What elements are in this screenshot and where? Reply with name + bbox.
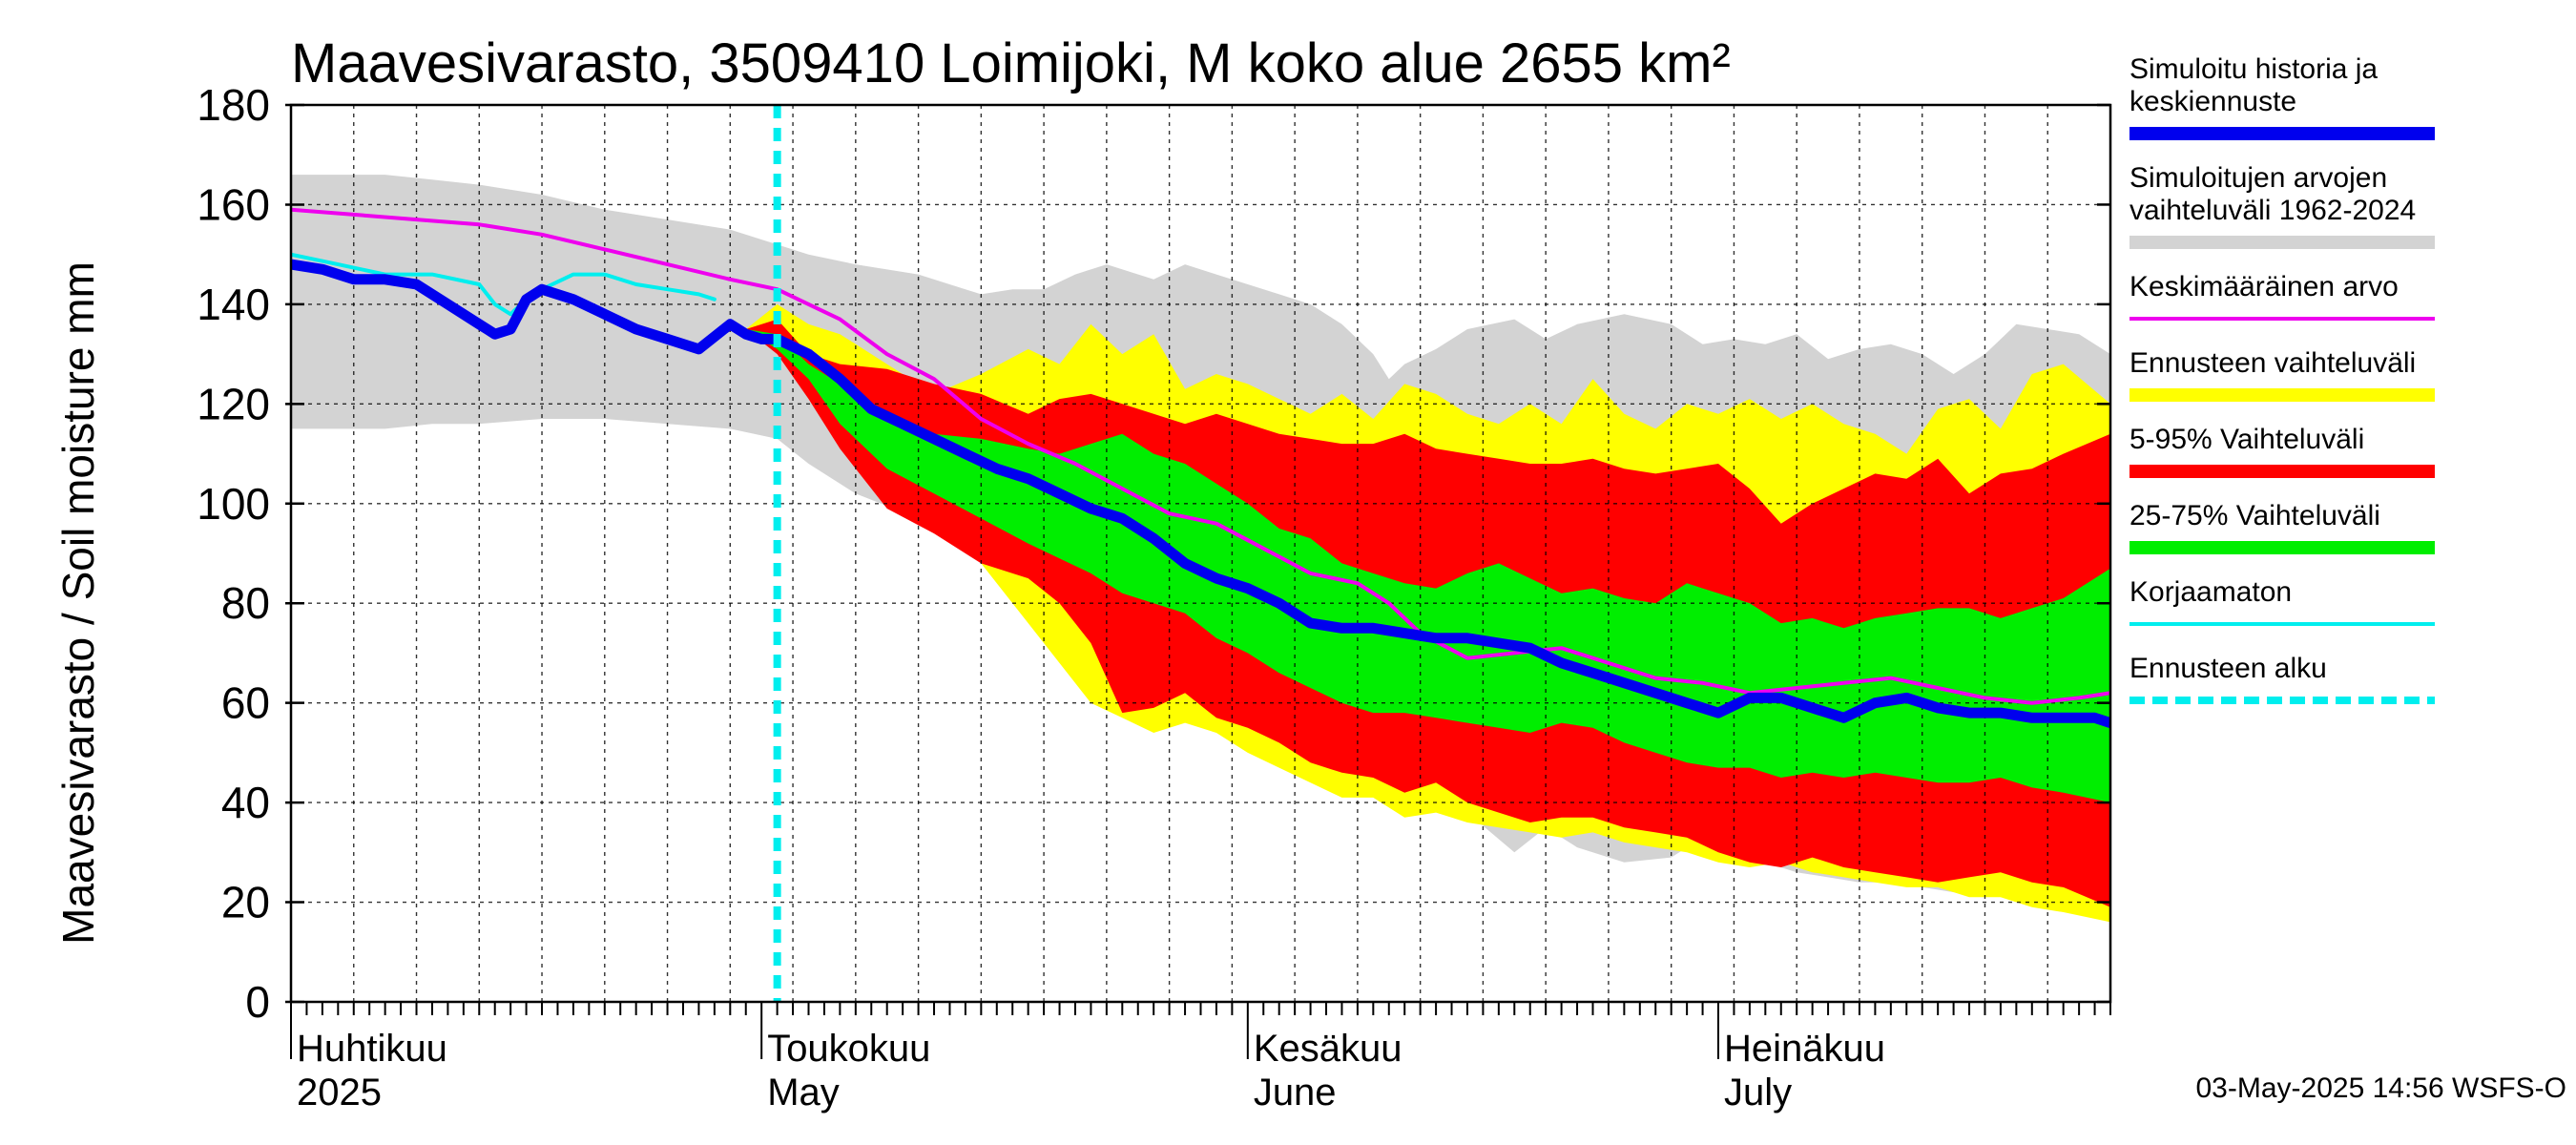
mean-line [291, 207, 2110, 705]
x-month-sublabel: May [767, 1072, 840, 1114]
x-month-label: Toukokuu [767, 1028, 930, 1070]
plot-content [291, 105, 2110, 1002]
legend-label: Ennusteen alku [2129, 653, 2327, 684]
legend-label: vaihteluväli 1962-2024 [2129, 195, 2416, 226]
simulated-forecast-line [291, 259, 2110, 729]
y-tick-label: 120 [197, 379, 270, 428]
x-month-label: Kesäkuu [1254, 1028, 1402, 1070]
y-tick-label: 180 [197, 80, 270, 130]
timestamp-footer: 03-May-2025 14:56 WSFS-O [2196, 1072, 2567, 1104]
y-axis-label: Maavesivarasto / Soil moisture mm [53, 261, 103, 945]
legend-label: 25-75% Vaihteluväli [2129, 500, 2380, 531]
x-month-sublabel: July [1724, 1072, 1792, 1114]
legend-label: Simuloitu historia ja [2129, 53, 2378, 85]
x-month-sublabel: 2025 [297, 1072, 382, 1114]
p25-75-band [745, 329, 2110, 803]
y-tick-label: 60 [221, 678, 270, 728]
x-month-label: Huhtikuu [297, 1028, 447, 1070]
plot-area [291, 105, 2110, 1002]
y-tick-label: 80 [221, 578, 270, 628]
y-tick-label: 20 [221, 878, 270, 927]
y-tick-label: 40 [221, 778, 270, 827]
legend-label: Ennusteen vaihteluväli [2129, 347, 2416, 379]
chart-title: Maavesivarasto, 3509410 Loimijoki, M kok… [291, 32, 1731, 94]
y-tick-label: 160 [197, 179, 270, 229]
legend-label: Keskimääräinen arvo [2129, 271, 2399, 302]
y-tick-label: 140 [197, 280, 270, 329]
legend-label: Korjaamaton [2129, 576, 2292, 608]
x-month-sublabel: June [1254, 1072, 1337, 1114]
y-tick-label: 100 [197, 479, 270, 529]
legend-label: keskiennuste [2129, 86, 2296, 117]
x-month-label: Heinäkuu [1724, 1028, 1885, 1070]
legend-label: Simuloitujen arvojen [2129, 162, 2387, 194]
grid [291, 105, 2110, 1002]
legend-label: 5-95% Vaihteluväli [2129, 424, 2364, 455]
y-tick-label: 0 [245, 977, 270, 1027]
